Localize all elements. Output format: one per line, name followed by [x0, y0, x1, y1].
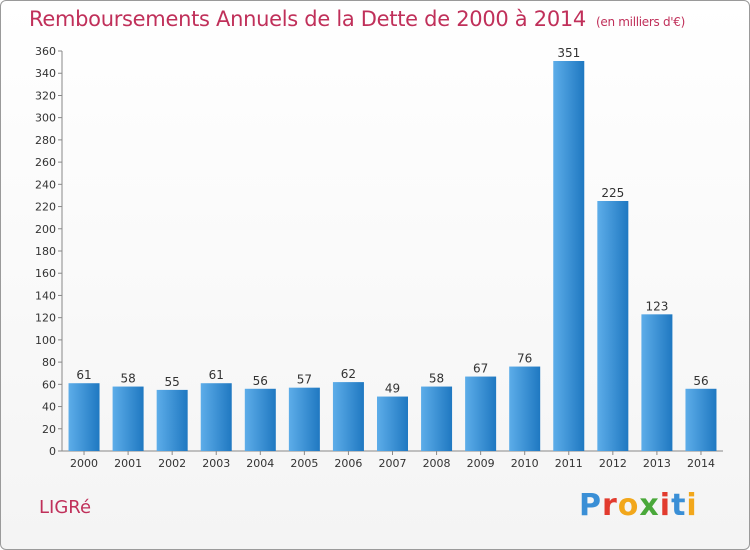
x-tick-label: 2006 — [334, 457, 362, 470]
data-label: 58 — [429, 372, 444, 386]
proxiti-logo: Proxiti — [579, 488, 698, 523]
y-tick-label: 160 — [35, 267, 56, 280]
bar — [553, 61, 585, 451]
commune-name: LIGRé — [39, 497, 92, 518]
y-tick-label: 40 — [42, 401, 56, 414]
bar — [597, 201, 629, 451]
logo-letter: x — [639, 488, 660, 523]
y-tick-label: 100 — [35, 334, 56, 347]
chart-title-text: Remboursements Annuels de la Dette de 20… — [29, 7, 586, 31]
y-tick-label: 0 — [49, 445, 56, 458]
bar — [112, 386, 144, 451]
chart-unit: (en milliers d'€) — [596, 15, 686, 29]
data-label: 351 — [557, 46, 580, 60]
x-tick-label: 2008 — [423, 457, 451, 470]
data-label: 225 — [601, 186, 624, 200]
y-tick-label: 240 — [35, 178, 56, 191]
bar — [68, 383, 100, 451]
data-label: 58 — [120, 372, 135, 386]
data-label: 49 — [385, 382, 400, 396]
x-tick-label: 2003 — [202, 457, 230, 470]
x-tick-label: 2013 — [643, 457, 671, 470]
y-tick-label: 260 — [35, 156, 56, 169]
y-tick-label: 80 — [42, 356, 56, 369]
data-label: 76 — [517, 352, 532, 366]
data-label: 57 — [297, 373, 312, 387]
axes: 0 20 40 60 80 100 120 140 160 180 200 220 240 260 280 3… — [35, 45, 723, 470]
x-tick-label: 2007 — [379, 457, 407, 470]
y-tick-label: 220 — [35, 201, 56, 214]
y-tick-label: 280 — [35, 134, 56, 147]
bar — [156, 389, 188, 451]
y-tick-label: 340 — [35, 67, 56, 80]
bar — [421, 386, 453, 451]
data-label: 62 — [341, 367, 356, 381]
bar — [641, 314, 673, 451]
bar — [685, 388, 717, 451]
x-tick-label: 2002 — [158, 457, 186, 470]
y-tick-label: 320 — [35, 89, 56, 102]
y-tick-label: 200 — [35, 223, 56, 236]
bar — [332, 382, 364, 451]
y-tick-label: 60 — [42, 378, 56, 391]
logo-letter: t — [671, 488, 687, 523]
y-tick-label: 180 — [35, 245, 56, 258]
bar — [288, 387, 320, 451]
logo-letter: P — [579, 488, 602, 523]
x-tick-label: 2014 — [687, 457, 715, 470]
data-label: 56 — [693, 374, 708, 388]
logo-letter: i — [686, 488, 698, 523]
bars: 61 58 55 61 56 57 62 49 58 67 76 351 225 123 56 — [68, 46, 717, 451]
data-label: 123 — [645, 299, 668, 313]
x-tick-label: 2001 — [114, 457, 142, 470]
data-label: 67 — [473, 362, 488, 376]
chart-title: Remboursements Annuels de la Dette de 20… — [29, 7, 685, 31]
data-label: 56 — [253, 374, 268, 388]
x-tick-label: 2012 — [599, 457, 627, 470]
y-tick-label: 140 — [35, 289, 56, 302]
data-label: 61 — [209, 368, 224, 382]
logo-letter: i — [659, 488, 672, 523]
y-tick-label: 300 — [35, 112, 56, 125]
y-tick-label: 120 — [35, 312, 56, 325]
data-label: 61 — [76, 368, 91, 382]
x-tick-label: 2010 — [511, 457, 539, 470]
bar — [465, 376, 497, 451]
logo-letter: o — [617, 488, 640, 523]
x-tick-label: 2004 — [246, 457, 274, 470]
logo-letter: r — [602, 488, 618, 523]
x-tick-label: 2009 — [467, 457, 495, 470]
y-tick-label: 360 — [35, 45, 56, 58]
y-tick-label: 20 — [42, 423, 56, 436]
bar — [377, 396, 408, 451]
bar — [244, 388, 276, 451]
x-tick-label: 2000 — [70, 457, 98, 470]
bar — [200, 383, 232, 451]
x-tick-label: 2005 — [290, 457, 318, 470]
x-tick-label: 2011 — [555, 457, 583, 470]
bar — [509, 366, 541, 451]
data-label: 55 — [165, 375, 180, 389]
